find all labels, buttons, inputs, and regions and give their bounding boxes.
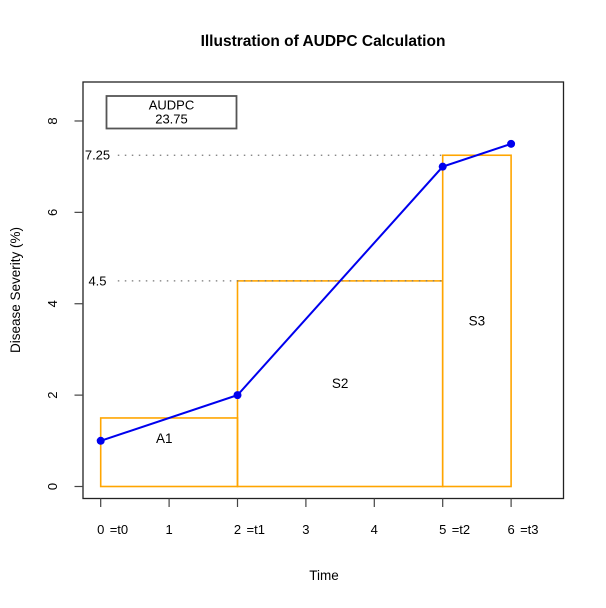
area-label: S2 — [332, 376, 349, 391]
x-tick-label: 0 — [97, 522, 104, 537]
area-label: A1 — [156, 431, 173, 446]
x-tick-label: 3 — [302, 522, 309, 537]
area-rect — [99, 417, 239, 488]
data-point — [233, 391, 242, 400]
x-tick-suffix: =t0 — [110, 522, 128, 537]
disease-progress-line — [100, 142, 512, 442]
x-tick-suffix: =t2 — [452, 522, 470, 537]
x-tick-label: 4 — [371, 522, 378, 537]
x-axis-title: Time — [309, 568, 339, 583]
legend-title: AUDPC — [149, 98, 195, 113]
data-point — [507, 139, 516, 148]
x-tick-label: 6 — [507, 522, 514, 537]
x-tick-suffix: =t1 — [247, 522, 265, 537]
area-label: S3 — [469, 314, 486, 329]
reference-value-label: 7.25 — [85, 148, 110, 163]
plot-box — [82, 81, 565, 500]
y-tick-label: 2 — [45, 392, 60, 399]
y-tick-label: 6 — [45, 209, 60, 216]
y-tick-label: 8 — [45, 117, 60, 124]
axes-layer: 0 =t0 1 2 =t1 3 4 5 =t2 6 =t3 0 2 4 6 8 — [45, 117, 539, 537]
x-tick-label: 2 — [234, 522, 241, 537]
y-tick-label: 0 — [45, 483, 60, 490]
y-axis-title: Disease Severity (%) — [8, 227, 23, 353]
chart-title: Illustration of AUDPC Calculation — [201, 33, 446, 50]
reference-value-label: 4.5 — [88, 273, 106, 288]
plot-layer: 7.25 4.5 A1 S2 S3 — [85, 139, 516, 488]
y-tick-label: 4 — [45, 300, 60, 307]
x-tick-label: 1 — [165, 522, 172, 537]
data-point — [438, 162, 447, 171]
legend: AUDPC 23.75 — [105, 95, 238, 130]
data-point — [96, 436, 105, 445]
x-tick-label: 5 — [439, 522, 446, 537]
x-tick-suffix: =t3 — [520, 522, 538, 537]
legend-box — [105, 95, 238, 130]
legend-value: 23.75 — [155, 112, 188, 127]
